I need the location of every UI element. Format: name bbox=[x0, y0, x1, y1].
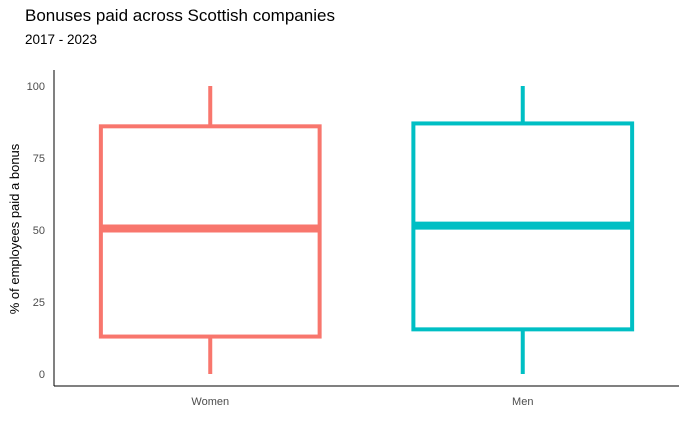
x-tick-label: Women bbox=[191, 396, 229, 408]
y-axis-title: % of employees paid a bonus bbox=[7, 143, 22, 314]
y-tick-label: 75 bbox=[33, 153, 45, 165]
box-women bbox=[98, 86, 322, 374]
chart-subtitle: 2017 - 2023 bbox=[25, 32, 98, 47]
axes: 0 25 50 75 100 Women Men bbox=[27, 70, 679, 408]
y-tick-label: 0 bbox=[39, 369, 45, 381]
y-tick-label: 50 bbox=[33, 225, 45, 237]
chart-title: Bonuses paid across Scottish companies bbox=[25, 6, 335, 25]
y-tick-label: 25 bbox=[33, 297, 45, 309]
x-tick-label: Men bbox=[512, 396, 533, 408]
y-tick-label: 100 bbox=[27, 81, 45, 93]
box-men bbox=[411, 86, 635, 374]
boxes bbox=[98, 86, 635, 374]
